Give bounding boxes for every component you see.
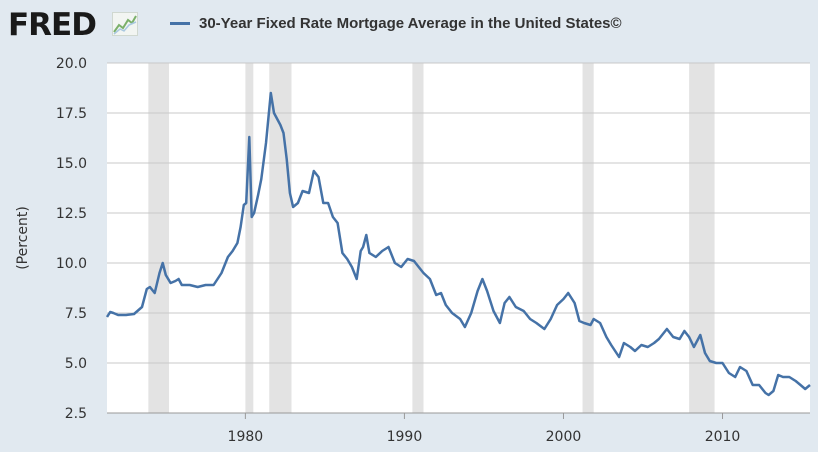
- recession-band-2: [245, 63, 254, 413]
- series-line-mortgage-rate: [105, 91, 811, 397]
- x-tick-label: 2010: [705, 429, 741, 445]
- y-tick-label: 20.0: [56, 56, 87, 72]
- recession-band-5: [582, 63, 594, 413]
- y-axis-title: (Percent): [15, 206, 31, 270]
- y-tick-label: 2.5: [65, 406, 87, 422]
- y-tick-label: 17.5: [56, 106, 87, 122]
- recession-band-4: [412, 63, 424, 413]
- y-tick-label: 5.0: [65, 356, 87, 372]
- x-tick-label: 1990: [387, 429, 423, 445]
- recession-band-3: [269, 63, 292, 413]
- y-tick-label: 10.0: [56, 256, 87, 272]
- y-axis-ticks: 2.5 5.0 7.5 10.0 12.5 15.0 17.5 20.0: [56, 56, 87, 422]
- x-axis-ticks: 1980 1990 2000 2010: [107, 412, 810, 445]
- chart-legend: 30-Year Fixed Rate Mortgage Average in t…: [170, 12, 622, 34]
- recession-band-6: [689, 63, 715, 413]
- recession-band-1: [148, 63, 170, 413]
- chart-header: FRED 30-Year Fixed Rate Mortgage Average…: [0, 0, 818, 50]
- y-tick-label: 15.0: [56, 156, 87, 172]
- fred-logo[interactable]: FRED: [8, 7, 97, 43]
- y-tick-label: 12.5: [56, 206, 87, 222]
- x-tick-label: 1980: [228, 429, 264, 445]
- legend-series-label: 30-Year Fixed Rate Mortgage Average in t…: [199, 14, 622, 32]
- x-tick-label: 2000: [546, 429, 582, 445]
- y-tick-label: 7.5: [65, 306, 87, 322]
- legend-line-swatch: [170, 21, 190, 25]
- gridlines: [107, 62, 810, 414]
- recession-shading: [148, 63, 715, 413]
- line-chart-icon: [112, 12, 138, 40]
